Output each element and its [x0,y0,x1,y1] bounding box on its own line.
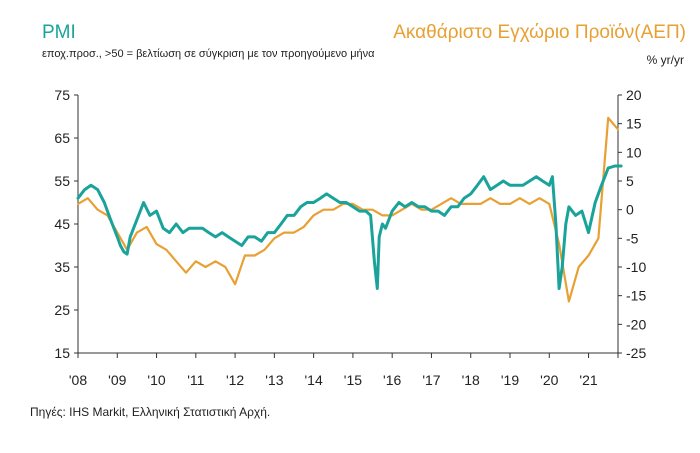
right-tick-label: -20 [626,316,646,332]
left-axis-ticks: 15 25 35 45 55 65 75 [54,87,78,361]
x-tick-label: '09 [108,372,126,388]
x-tick-label: '10 [147,372,165,388]
right-tick-label: -15 [626,288,646,304]
right-tick-label: 15 [626,116,642,132]
x-tick-label: '19 [501,372,519,388]
x-tick-label: '14 [305,372,323,388]
left-tick-label: 55 [54,173,70,189]
left-tick-label: 25 [54,302,70,318]
left-tick-label: 75 [54,87,70,103]
x-tick-label: '08 [69,372,87,388]
gdp-unit-label: % yr/yr [646,53,684,67]
chart-axes [77,95,619,354]
right-tick-label: -25 [626,345,646,361]
left-tick-label: 45 [54,216,70,232]
pmi-title: PMI [42,22,76,43]
right-tick-label: -5 [626,230,639,246]
x-tick-label: '21 [579,372,597,388]
x-tick-label: '11 [187,372,204,388]
x-tick-label: '17 [422,372,440,388]
pmi-series-line [76,164,623,290]
x-axis-ticks: '08 '09 '10 '11 '12 '13 '14 '15 '16 '17 '18 '19 '20 '… [69,353,619,388]
gdp-title: Ακαθάριστο Εγχώριο Προϊόν(ΑΕΠ) [393,22,686,43]
x-tick-label: '20 [540,372,558,388]
x-tick-label: '12 [226,372,244,388]
left-tick-label: 65 [54,130,70,146]
x-tick-label: '13 [265,372,283,388]
x-tick-label: '15 [344,372,362,388]
right-tick-label: -10 [626,259,646,275]
x-tick-label: '18 [462,372,480,388]
right-tick-label: 5 [626,173,634,189]
left-tick-label: 15 [54,345,70,361]
left-tick-label: 35 [54,259,70,275]
gdp-series-line [76,116,620,303]
right-tick-label: 10 [626,144,642,160]
chart-series [76,116,623,303]
right-axis-ticks: -25 -20 -15 -10 -5 0 5 10 15 20 [618,87,646,361]
chart-subtitle: εποχ.προσ., >50 = βελτίωση σε σύγκριση μ… [42,48,375,60]
source-note: Πηγές: IHS Markit, Ελληνική Στατιστική Α… [30,405,271,419]
right-tick-label: 20 [626,87,642,103]
right-tick-label: 0 [626,202,634,218]
x-tick-label: '16 [383,372,401,388]
